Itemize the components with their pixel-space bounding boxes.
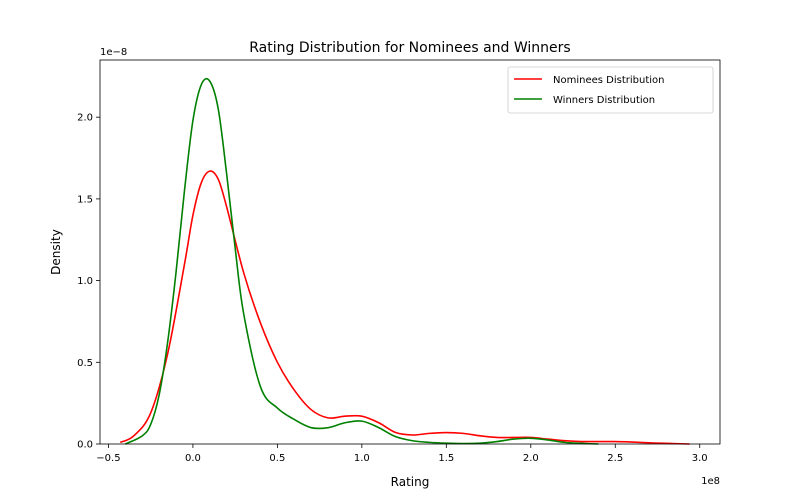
x-tick-label: 0.5 — [269, 453, 285, 464]
x-tick-label: 1.5 — [438, 453, 454, 464]
x-tick-label: 2.0 — [523, 453, 539, 464]
legend: Nominees Distribution Winners Distributio… — [507, 66, 714, 114]
x-axis-offset-label: 1e8 — [701, 476, 720, 487]
x-tick-label: 1.0 — [354, 453, 370, 464]
plot-lines — [119, 77, 690, 445]
winners-distribution-line — [124, 77, 599, 445]
legend-label: Winners Distribution — [553, 95, 655, 106]
chart-title: Rating Distribution for Nominees and Win… — [249, 40, 570, 56]
nominees-distribution-line — [119, 170, 690, 445]
y-tick-label: 2.0 — [77, 113, 93, 124]
y-ticks: 0.0 0.5 1.0 1.5 2.0 — [77, 113, 100, 451]
x-ticks: −0.5 0.0 0.5 1.0 1.5 2.0 2.5 3.0 — [96, 444, 708, 464]
legend-box — [507, 66, 714, 114]
plot-frame — [99, 59, 721, 445]
y-axis-offset-label: 1e−8 — [100, 47, 127, 58]
x-tick-label: −0.5 — [96, 453, 120, 464]
x-tick-label: 0.0 — [185, 453, 201, 464]
legend-label: Nominees Distribution — [553, 75, 665, 86]
y-tick-label: 0.5 — [77, 358, 93, 369]
y-axis-label: Density — [49, 229, 63, 275]
x-tick-label: 2.5 — [607, 453, 623, 464]
x-axis-label: Rating — [391, 475, 430, 489]
x-tick-label: 3.0 — [692, 453, 708, 464]
y-tick-label: 1.0 — [77, 276, 93, 287]
y-tick-label: 0.0 — [77, 440, 93, 451]
y-tick-label: 1.5 — [77, 194, 93, 205]
